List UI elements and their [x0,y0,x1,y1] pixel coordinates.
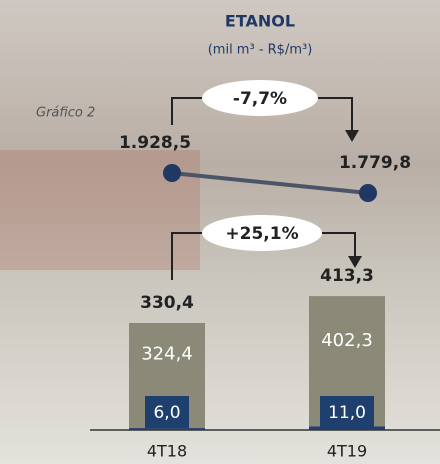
arrow-head [348,256,362,268]
annotation: +25,1% [225,224,298,244]
data-label: 324,4 [141,343,193,364]
bracket [171,97,356,280]
data-label: 11,0 [328,403,366,423]
value-label-box [145,396,189,428]
value-label-box [320,396,374,428]
bar-segment [129,428,205,430]
line-point [359,184,377,202]
bracket-line [320,232,356,258]
arrow-head [345,130,359,142]
bracket-line [171,232,205,280]
chart-subtitle: (mil m³ - R$/m³) [208,43,313,58]
caption: Gráfico 2 [36,106,95,121]
data-label: 1.928,5 [119,133,191,153]
data-label: 1.779,8 [339,153,411,173]
bar-segment [309,426,385,430]
annotation: -7,7% [233,89,287,109]
chart-title: ETANOL [225,12,295,31]
x-tick-label: 4T18 [147,442,187,461]
total-label: 330,4 [140,293,194,313]
bracket-line [315,97,353,132]
data-label: 402,3 [321,330,373,351]
bracket-line [171,97,205,125]
line [171,171,369,195]
data-label: 6,0 [153,403,180,423]
annotation-bubble [202,215,322,251]
line-point [163,164,181,182]
total-label: 413,3 [320,266,374,286]
annotation-bubble [202,80,318,116]
x-tick-label: 4T19 [327,442,367,461]
